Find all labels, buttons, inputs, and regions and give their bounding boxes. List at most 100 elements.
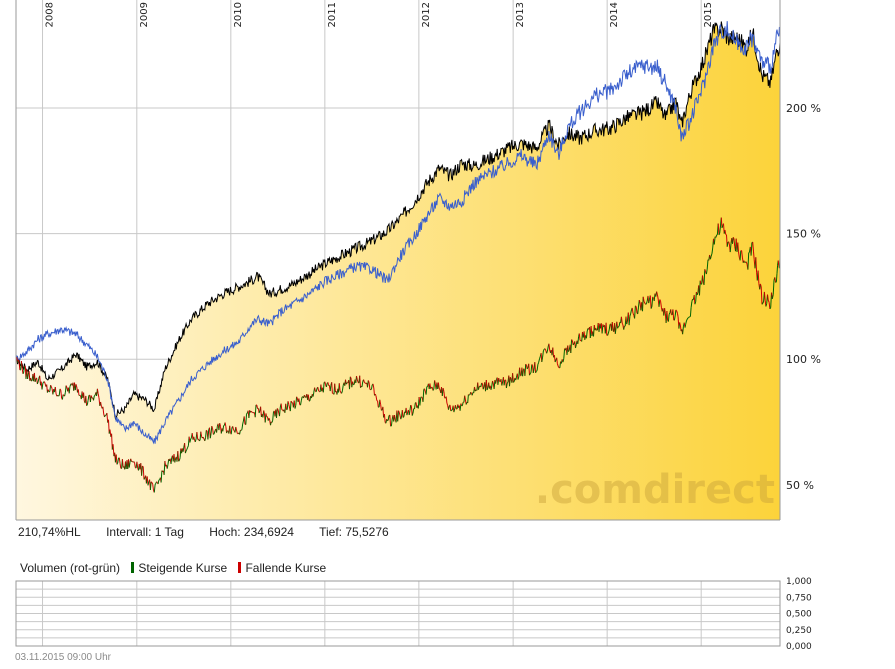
series-segment [429, 383, 432, 389]
series-segment [312, 392, 315, 397]
series-segment [460, 403, 463, 406]
series-segment [23, 366, 25, 373]
year-label: 2008 [45, 2, 56, 27]
series-segment [86, 404, 88, 406]
series-segment [645, 303, 647, 305]
series-segment [515, 376, 517, 381]
series-segment [443, 391, 446, 398]
series-segment [202, 436, 205, 440]
series-segment [232, 426, 234, 430]
series-segment [652, 296, 654, 299]
series-segment [200, 431, 203, 437]
series-segment [556, 363, 559, 367]
series-segment [775, 281, 777, 283]
series-segment [325, 383, 328, 387]
y-tick-label: 200 % [786, 102, 821, 115]
series-segment [374, 393, 377, 396]
series-segment [693, 295, 696, 305]
series-segment [43, 381, 46, 384]
series-segment [467, 394, 469, 403]
series-segment [409, 405, 412, 411]
series-segment [268, 417, 271, 421]
series-segment [664, 308, 666, 314]
series-segment [307, 394, 310, 402]
series-segment [650, 306, 653, 309]
series-segment [425, 386, 428, 395]
series-segment [454, 405, 457, 409]
series-segment [400, 416, 403, 420]
series-segment [258, 410, 261, 414]
series-segment [442, 387, 445, 392]
series-segment [703, 269, 706, 286]
series-segment [276, 408, 279, 410]
series-segment [142, 465, 144, 468]
series-segment [28, 371, 31, 381]
series-segment [41, 383, 44, 390]
series-segment [673, 315, 676, 321]
series-segment [245, 414, 247, 425]
volume-legend: Volumen (rot-grün) Steigende Kurse Falle… [20, 561, 326, 575]
series-segment [296, 396, 298, 399]
series-segment [160, 470, 163, 483]
series-segment [501, 381, 504, 386]
series-segment [532, 368, 535, 373]
series-segment [376, 400, 378, 402]
series-segment [530, 364, 533, 373]
series-segment [288, 404, 291, 409]
series-segment [759, 283, 762, 287]
series-segment [645, 300, 648, 304]
series-segment [556, 357, 558, 364]
series-segment [265, 413, 268, 417]
series-segment [535, 371, 537, 374]
series-segment [542, 348, 545, 352]
series-segment [765, 303, 768, 307]
series-segment [570, 339, 573, 354]
series-segment [118, 457, 121, 464]
series-segment [445, 396, 448, 404]
series-segment [246, 412, 248, 415]
series-segment [659, 299, 662, 302]
series-segment [77, 389, 80, 396]
series-segment [747, 252, 750, 270]
year-label: 2011 [327, 2, 338, 27]
series-segment [412, 408, 415, 414]
series-segment [563, 348, 566, 359]
series-segment [578, 333, 581, 341]
series-segment [83, 392, 85, 401]
series-segment [359, 375, 361, 388]
series-segment [498, 377, 500, 382]
series-segment [434, 380, 436, 384]
series-segment [65, 385, 68, 388]
series-segment [571, 340, 574, 345]
series-segment [285, 403, 287, 410]
series-segment [17, 359, 20, 363]
series-segment [90, 395, 93, 399]
series-segment [733, 238, 736, 247]
series-segment [18, 362, 21, 371]
series-segment [314, 387, 316, 392]
series-segment [116, 462, 119, 465]
series-segment [620, 316, 623, 324]
series-segment [164, 460, 167, 467]
series-segment [505, 383, 508, 389]
series-line [15, 21, 781, 445]
series-segment [277, 409, 280, 414]
series-segment [97, 393, 100, 398]
series-segment [660, 301, 662, 308]
series-segment [568, 349, 570, 352]
series-segment [461, 402, 464, 406]
series-segment [774, 277, 777, 283]
series-segment [422, 389, 425, 402]
volume-title: Volumen (rot-grün) [20, 561, 121, 575]
series-segment [696, 292, 699, 296]
series-segment [679, 325, 682, 332]
series-segment [775, 273, 778, 282]
year-label: 2015 [703, 2, 714, 27]
series-segment [524, 364, 527, 376]
series-segment [709, 255, 712, 260]
series-segment [367, 380, 369, 388]
series-segment [468, 394, 470, 396]
series-segment [744, 261, 746, 264]
series-segment [605, 322, 608, 336]
series-segment [522, 369, 524, 377]
